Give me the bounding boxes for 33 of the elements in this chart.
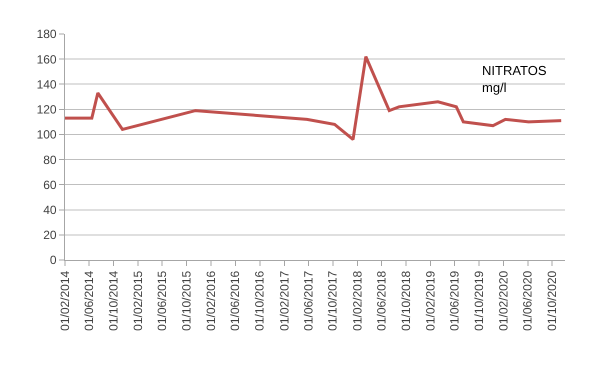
y-tick-label: 20	[43, 228, 57, 242]
y-tick-label: 60	[43, 178, 57, 192]
y-tick-label: 80	[43, 152, 57, 167]
x-tick-label: 01/10/2020	[545, 270, 560, 331]
x-tick-label: 01/06/2018	[374, 270, 388, 331]
x-tick-label: 01/06/2016	[228, 270, 242, 331]
x-tick-label: 01/10/2014	[106, 270, 120, 331]
x-tick-label: 01/06/2019	[447, 270, 462, 331]
annotation: NITRATOS mg/l	[482, 63, 547, 95]
x-tick-label: 01/10/2017	[326, 270, 340, 331]
x-tick-label: 01/06/2014	[82, 270, 96, 331]
x-tick-label: 01/02/2016	[204, 270, 218, 331]
x-tick-label: 01/10/2018	[398, 270, 413, 331]
y-tick-label: 100	[36, 128, 57, 142]
x-tick-label: 01/02/2015	[130, 270, 145, 331]
x-tick-label: 01/02/2014	[58, 270, 72, 331]
x-tick-label: 01/10/2015	[179, 270, 194, 331]
x-tick-label: 01/06/2020	[520, 270, 535, 331]
x-tick-label: 01/02/2017	[277, 270, 292, 331]
y-tick-label: 140	[36, 77, 57, 92]
x-tick-label: 01/10/2016	[252, 270, 267, 331]
y-tick-label: 160	[36, 52, 57, 66]
x-tick-label: 01/02/2019	[423, 270, 438, 331]
line-series	[65, 55, 563, 141]
y-tick-label: 40	[43, 202, 57, 217]
y-tick-label: 0	[50, 253, 57, 268]
x-tick-label: 01/02/2018	[350, 270, 364, 331]
x-tick-label: 01/02/2020	[496, 270, 510, 331]
x-tick-label: 01/06/2015	[154, 270, 169, 331]
y-tick-label: 120	[36, 102, 57, 117]
y-tick-label: 180	[36, 27, 57, 42]
x-tick-label: 01/06/2017	[301, 270, 316, 331]
x-tick-label: 01/10/2019	[472, 270, 486, 331]
